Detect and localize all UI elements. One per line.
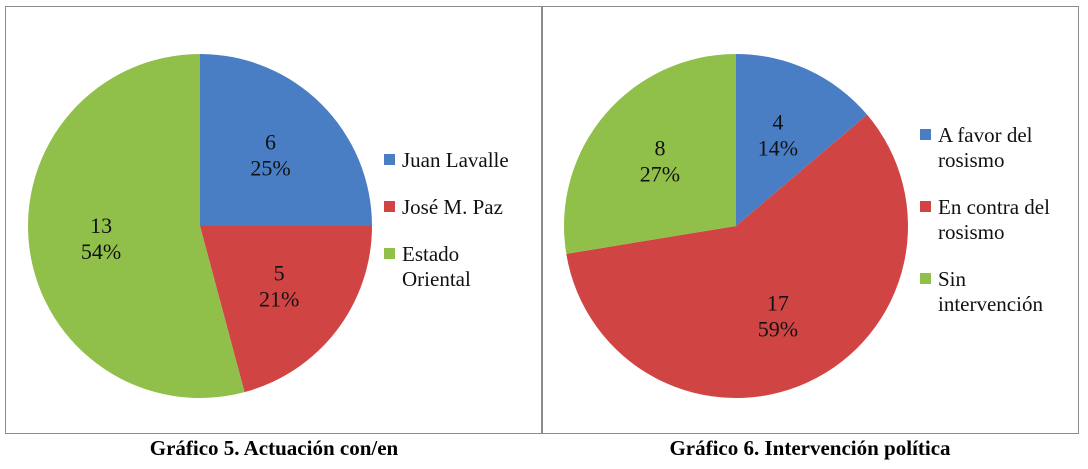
legend-swatch: [920, 273, 931, 284]
legend: A favor del rosismo En contra del rosismo…: [920, 7, 1060, 433]
value-label: 4: [772, 109, 783, 134]
legend-swatch: [384, 154, 395, 165]
legend-label: Juan Lavalle: [402, 148, 509, 172]
value-label: 17: [767, 291, 789, 316]
pie-slice: [564, 54, 736, 254]
pie-slice: [736, 54, 868, 226]
legend-label: En contra del rosismo: [938, 195, 1050, 244]
value-label: 6: [265, 129, 276, 154]
legend: Juan Lavalle José M. Paz Estado Oriental: [384, 7, 524, 433]
value-label: 8: [654, 135, 665, 160]
legend-item: Sin intervención: [920, 267, 1060, 317]
chart-box: 4 14% 17 59% 8 27% A favor del rosismo En contr…: [541, 6, 1079, 434]
pie-slice: [28, 54, 245, 398]
legend-item: En contra del rosismo: [920, 195, 1060, 245]
legend-swatch: [920, 129, 931, 140]
legend-label: Estado Oriental: [402, 242, 471, 291]
pie-slice: [200, 226, 372, 393]
legend-item: Juan Lavalle: [384, 148, 524, 173]
percent-label: 27%: [640, 161, 680, 186]
legend-swatch: [384, 201, 395, 212]
chart-caption: Gráfico 6. Intervención política: [669, 436, 951, 460]
legend-label: Sin intervención: [938, 267, 1043, 316]
percent-label: 25%: [250, 155, 290, 180]
chart-box: 6 25% 5 21% 13 54% Juan Lavalle José M. Paz Esta…: [5, 6, 543, 434]
pie-slice: [200, 54, 372, 226]
pie-slice: [566, 114, 908, 398]
legend-swatch: [920, 201, 931, 212]
percent-label: 59%: [758, 317, 798, 342]
legend-label: José M. Paz: [402, 195, 503, 219]
legend-label: A favor del rosismo: [938, 123, 1033, 172]
legend-item: José M. Paz: [384, 195, 524, 220]
value-label: 13: [90, 213, 112, 238]
percent-label: 14%: [758, 135, 798, 160]
value-label: 5: [274, 261, 285, 286]
percent-label: 21%: [259, 287, 299, 312]
legend-item: A favor del rosismo: [920, 123, 1060, 173]
legend-swatch: [384, 248, 395, 259]
chart-caption: Gráfico 5. Actuación con/en: [149, 436, 399, 460]
percent-label: 54%: [81, 239, 121, 264]
legend-item: Estado Oriental: [384, 242, 524, 292]
